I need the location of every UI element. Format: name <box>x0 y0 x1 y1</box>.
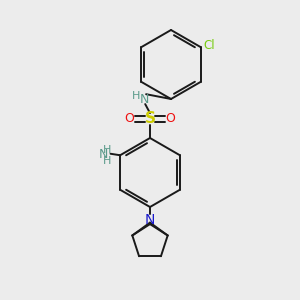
Text: H: H <box>132 91 140 101</box>
Text: H: H <box>103 156 112 166</box>
Text: S: S <box>145 111 155 126</box>
Text: O: O <box>166 112 175 125</box>
Text: N: N <box>99 148 108 161</box>
Text: O: O <box>125 112 134 125</box>
Text: N: N <box>145 213 155 226</box>
Text: N: N <box>140 93 149 106</box>
Text: H: H <box>103 145 112 155</box>
Text: Cl: Cl <box>203 39 215 52</box>
